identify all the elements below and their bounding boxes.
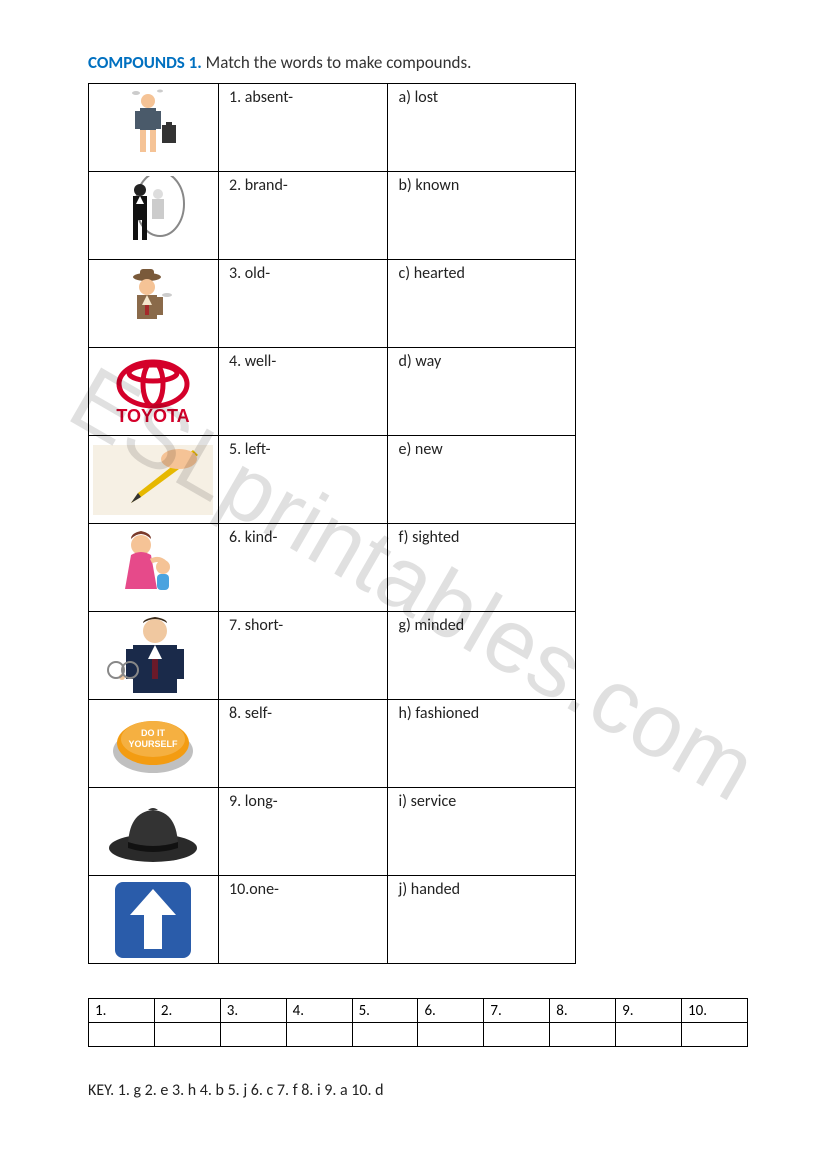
word-cell: 2. brand- <box>218 172 388 260</box>
svg-text:YOURSELF: YOURSELF <box>129 739 179 749</box>
word-cell: 9. long- <box>218 788 388 876</box>
table-row: 6. kind-f) sighted <box>89 524 576 612</box>
word-cell: 3. old- <box>218 260 388 348</box>
answer-header-cell: 10. <box>682 999 748 1023</box>
answer-header-cell: 7. <box>484 999 550 1023</box>
answer-blank-cell[interactable] <box>682 1023 748 1047</box>
answer-blank-cell[interactable] <box>550 1023 616 1047</box>
title-accent: COMPOUNDS 1. <box>88 52 202 73</box>
table-row: 3. old-c) hearted <box>89 260 576 348</box>
image-cell <box>89 260 219 348</box>
toyota-icon: TOYOTA <box>93 352 213 432</box>
answer-blank-cell[interactable] <box>484 1023 550 1047</box>
word-cell: 10.one- <box>218 876 388 964</box>
image-cell: DO IT YOURSELF <box>89 700 219 788</box>
match-cell: i) service <box>388 788 576 876</box>
answer-header-cell: 8. <box>550 999 616 1023</box>
image-cell <box>89 876 219 964</box>
image-cell <box>89 172 219 260</box>
table-row: 2. brand-b) known <box>89 172 576 260</box>
man-hat-icon <box>93 264 213 344</box>
table-row: 5. left-e) new <box>89 436 576 524</box>
answer-header-cell: 2. <box>154 999 220 1023</box>
man-glasses-icon <box>93 616 213 696</box>
compound-table: 1. absent-a) lost 2. brand-b) known 3. <box>88 83 576 964</box>
answer-grid: 1.2.3.4.5.6.7.8.9.10. <box>88 998 748 1047</box>
mother-child-icon <box>93 528 213 608</box>
answer-header-cell: 9. <box>616 999 682 1023</box>
answer-blank-cell[interactable] <box>616 1023 682 1047</box>
word-cell: 5. left- <box>218 436 388 524</box>
diy-button-icon: DO IT YOURSELF <box>93 704 213 784</box>
table-row: 9. long-i) service <box>89 788 576 876</box>
answer-header-cell: 4. <box>286 999 352 1023</box>
image-cell <box>89 524 219 612</box>
image-cell <box>89 436 219 524</box>
answer-key: KEY. 1. g 2. e 3. h 4. b 5. j 6. c 7. f … <box>88 1081 754 1100</box>
answer-blank-cell[interactable] <box>89 1023 155 1047</box>
match-cell: j) handed <box>388 876 576 964</box>
svg-text:DO IT: DO IT <box>141 728 166 738</box>
answer-header-cell: 5. <box>352 999 418 1023</box>
match-cell: h) fashioned <box>388 700 576 788</box>
answer-blank-cell[interactable] <box>154 1023 220 1047</box>
table-row: 10.one-j) handed <box>89 876 576 964</box>
match-cell: d) way <box>388 348 576 436</box>
image-cell <box>89 84 219 172</box>
arrow-sign-icon <box>93 880 213 960</box>
svg-text:TOYOTA: TOYOTA <box>117 406 190 426</box>
image-cell: TOYOTA <box>89 348 219 436</box>
word-cell: 6. kind- <box>218 524 388 612</box>
match-cell: e) new <box>388 436 576 524</box>
table-row: 1. absent-a) lost <box>89 84 576 172</box>
word-cell: 7. short- <box>218 612 388 700</box>
match-cell: c) hearted <box>388 260 576 348</box>
answer-header-cell: 6. <box>418 999 484 1023</box>
table-row: DO IT YOURSELF 8. self-h) fashioned <box>89 700 576 788</box>
hat-icon <box>93 792 213 872</box>
hand-write-icon <box>93 440 213 520</box>
answer-header-cell: 1. <box>89 999 155 1023</box>
answer-blank-cell[interactable] <box>220 1023 286 1047</box>
match-cell: a) lost <box>388 84 576 172</box>
answer-blank-row <box>89 1023 748 1047</box>
answer-blank-cell[interactable] <box>352 1023 418 1047</box>
suit-mirror-icon <box>93 176 213 256</box>
answer-header-cell: 3. <box>220 999 286 1023</box>
answer-blank-cell[interactable] <box>418 1023 484 1047</box>
table-row: 7. short-g) minded <box>89 612 576 700</box>
image-cell <box>89 612 219 700</box>
answer-blank-cell[interactable] <box>286 1023 352 1047</box>
word-cell: 8. self- <box>218 700 388 788</box>
match-cell: b) known <box>388 172 576 260</box>
word-cell: 4. well- <box>218 348 388 436</box>
match-cell: f) sighted <box>388 524 576 612</box>
title-line: COMPOUNDS 1. Match the words to make com… <box>88 52 754 73</box>
match-cell: g) minded <box>388 612 576 700</box>
title-instruction: Match the words to make compounds. <box>202 52 472 73</box>
worksheet-page: COMPOUNDS 1. Match the words to make com… <box>0 0 826 1140</box>
man-forget-icon <box>93 88 213 168</box>
table-row: TOYOTA 4. well-d) way <box>89 348 576 436</box>
answer-header-row: 1.2.3.4.5.6.7.8.9.10. <box>89 999 748 1023</box>
image-cell <box>89 788 219 876</box>
word-cell: 1. absent- <box>218 84 388 172</box>
